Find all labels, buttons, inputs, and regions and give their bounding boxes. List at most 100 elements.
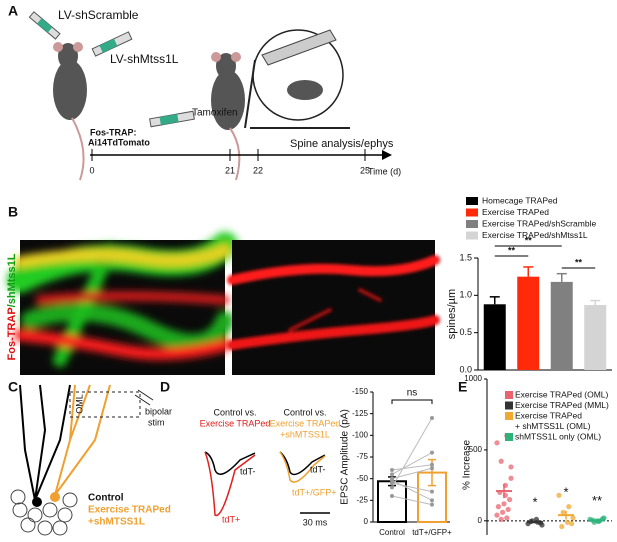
comparison-label: Exercise TRAPed [270, 418, 341, 428]
paired-line [391, 479, 433, 501]
y-tick-label: -25 [356, 495, 368, 504]
significance-bracket [391, 399, 433, 404]
data-point [569, 521, 575, 527]
y-tick-label: 500 [469, 445, 483, 454]
paired-point [430, 466, 434, 471]
significance-label: ** [508, 245, 516, 255]
timeline-tick-label: 25 [360, 165, 370, 175]
legend-swatch [505, 401, 513, 410]
trace-label: tdT- [240, 466, 256, 476]
paired-point [430, 462, 434, 467]
data-point [494, 440, 500, 446]
significance-label: * [563, 484, 568, 499]
x-tick-label: tdT+/GFP+ [412, 528, 452, 537]
paired-point [430, 489, 434, 494]
running-wheel [244, 29, 350, 129]
panel-label: E [458, 379, 467, 395]
trace-label: tdT+/GFP+ [292, 487, 337, 497]
legend-label: Exercise TRAPed [515, 410, 582, 420]
paired-point [390, 485, 394, 490]
paired-line [391, 452, 433, 475]
data-point [504, 515, 510, 521]
syringe-3 [149, 110, 195, 128]
legend-label: Exercise TRAPed/shScramble [482, 218, 596, 228]
paired-point [390, 468, 394, 472]
y-tick-label: 1000 [464, 374, 482, 383]
data-point [560, 509, 566, 515]
significance-label: ns [407, 388, 418, 399]
image-label-green: /shMtss1L [6, 253, 18, 307]
comparison-label: Control vs. [213, 407, 256, 417]
y-tick-label: 0 [478, 516, 483, 525]
paired-point [430, 498, 434, 503]
paired-line [391, 417, 433, 488]
stim-label: stim [148, 417, 165, 427]
x-tick-label: Control [379, 528, 405, 537]
paired-line [391, 495, 433, 506]
panel-label: B [8, 204, 18, 220]
mouse-2 [211, 52, 245, 181]
y-tick-label: -50 [356, 474, 368, 483]
legend-label: Exercise TRAPed [482, 207, 549, 217]
bar [584, 305, 607, 370]
injection-label: LV-shScramble [58, 8, 139, 22]
group-label: Exercise TRAPed [88, 505, 171, 516]
comparison-label: +shMTSS1L [280, 429, 330, 439]
y-tick-label: -100 [352, 430, 369, 439]
neuron-drawing [10, 384, 154, 536]
legend-swatch [466, 231, 478, 240]
data-point [505, 506, 511, 513]
scale-bar-label: 30 ms [303, 517, 328, 527]
y-axis-label: % Increase [462, 440, 473, 490]
y-tick-label: 0.0 [459, 364, 472, 374]
legend-swatch [505, 412, 513, 420]
legend-label: + shMTSS1L (OML) [515, 421, 591, 431]
y-tick-label: 1.0 [459, 290, 472, 300]
paired-point [430, 502, 434, 507]
layer-label: OML [74, 394, 84, 414]
y-tick-label: -75 [356, 452, 368, 461]
paired-line [391, 467, 433, 480]
data-point [556, 492, 562, 498]
mouse-line: Ai14TdTomato [88, 137, 150, 147]
panel-label: C [8, 379, 18, 395]
y-axis-label: spines/µm [446, 289, 458, 339]
paired-point [390, 478, 394, 483]
legend-swatch [505, 391, 513, 399]
significance-label: * [532, 495, 537, 510]
data-point [533, 516, 540, 523]
data-point [494, 512, 500, 518]
mouse-1 [53, 42, 87, 181]
panel-label: D [160, 379, 170, 395]
paired-point [430, 450, 434, 455]
y-tick-label: -150 [352, 387, 369, 396]
mouse-line: Fos-TRAP: [90, 127, 137, 137]
y-tick-label: 0 [364, 517, 369, 526]
drug-label: Tamoxifen [192, 108, 238, 119]
paired-point [430, 416, 434, 420]
significance-label: ** [592, 493, 602, 508]
micrograph-merged [7, 232, 238, 375]
panel-label: A [8, 3, 18, 19]
group-label: Control [88, 493, 124, 504]
data-point [508, 464, 514, 470]
paired-point [390, 494, 394, 498]
comparison-label: Control vs. [283, 407, 326, 417]
group-label: +shMTSS1L [88, 517, 145, 528]
data-point [508, 475, 514, 481]
legend-label: Exercise TRAPed (MML) [515, 400, 609, 410]
y-axis-label: EPSC Amplitude (pA) [340, 409, 351, 505]
data-point [501, 501, 507, 507]
micrograph-red [227, 240, 440, 375]
data-point [559, 523, 565, 530]
legend-swatch [466, 208, 478, 217]
timeline-tick-label: 0 [89, 165, 94, 175]
data-point [498, 458, 504, 464]
y-tick-label: 1.5 [459, 252, 472, 262]
paired-line [391, 482, 433, 493]
data-point [566, 504, 572, 510]
syringe-1 [28, 11, 61, 40]
bar [517, 276, 540, 370]
bar [483, 304, 506, 370]
data-point [495, 504, 501, 510]
